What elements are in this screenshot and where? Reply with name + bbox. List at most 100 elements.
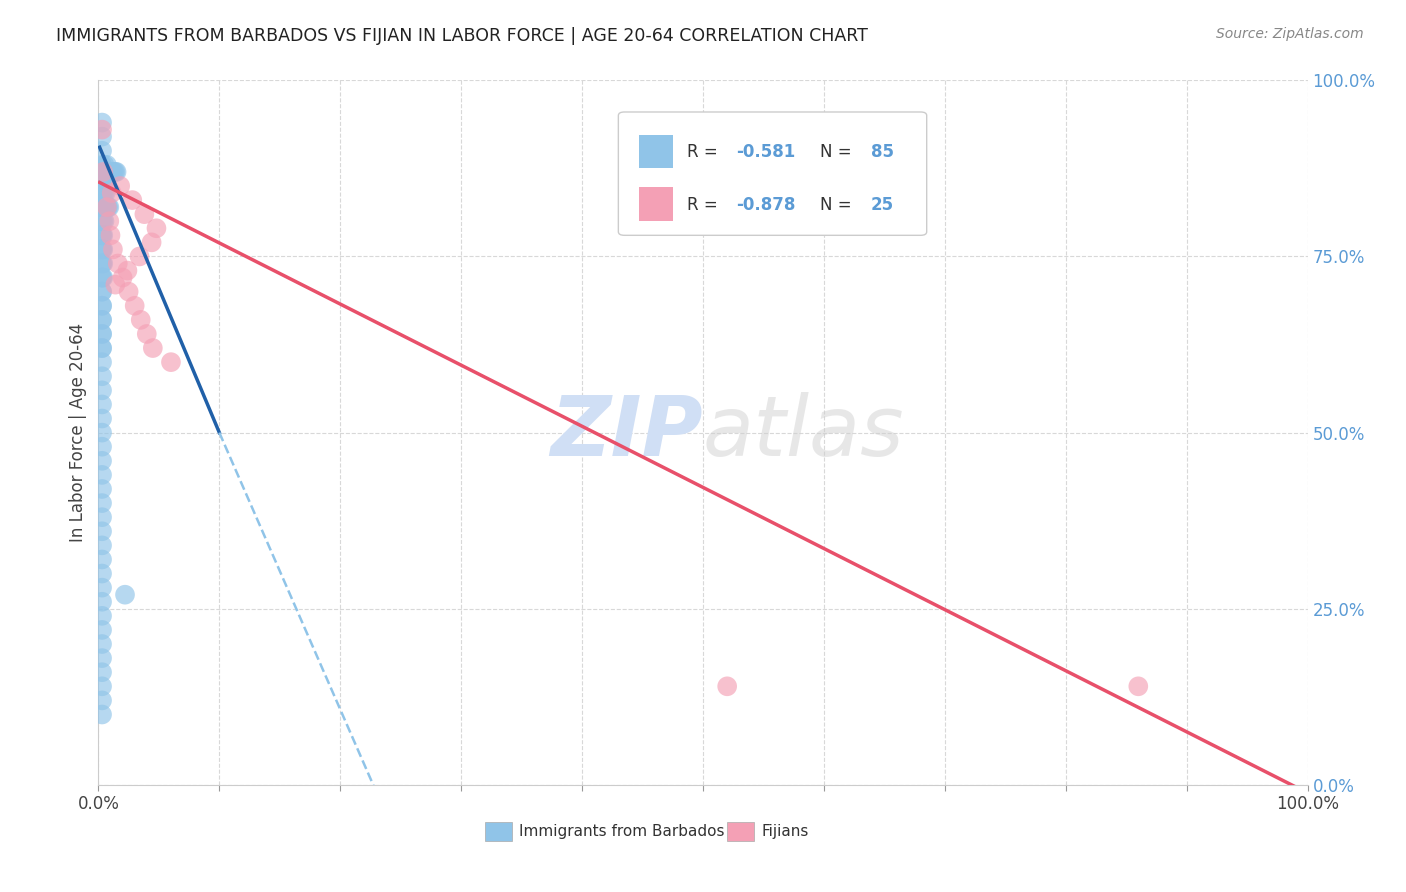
Point (91, 243, 114, 257)
Point (91, 608, 114, 623)
Point (105, 165, 128, 179)
Text: N =: N = (820, 196, 858, 214)
Text: R =: R = (688, 196, 723, 214)
Point (91, 693, 114, 707)
Point (91, 467, 114, 482)
Text: R =: R = (688, 143, 723, 161)
Point (100, 165, 122, 179)
Text: 25: 25 (872, 196, 894, 214)
Point (91, 313, 114, 327)
Point (98, 214, 121, 228)
Point (101, 243, 124, 257)
Text: ZIP: ZIP (550, 392, 703, 473)
Point (91, 411, 114, 425)
Point (97, 200, 120, 214)
Point (98, 200, 121, 214)
Point (91, 228, 114, 243)
Text: -0.878: -0.878 (735, 196, 794, 214)
Point (91, 341, 114, 355)
Point (91, 299, 114, 313)
Point (91, 165, 114, 179)
Text: N =: N = (820, 143, 858, 161)
Text: -0.581: -0.581 (735, 143, 794, 161)
Point (91, 496, 114, 510)
Point (91, 707, 114, 722)
Point (91, 270, 114, 285)
Point (91, 538, 114, 552)
Point (121, 193, 143, 207)
Point (104, 165, 127, 179)
Point (91, 243, 114, 257)
Point (91, 129, 114, 144)
Point (91, 566, 114, 581)
Text: Fijians: Fijians (761, 824, 808, 839)
Point (91, 623, 114, 637)
Point (98, 165, 121, 179)
Y-axis label: In Labor Force | Age 20-64: In Labor Force | Age 20-64 (69, 323, 87, 542)
Point (91, 172, 114, 186)
Point (91, 214, 114, 228)
Point (160, 355, 183, 369)
Point (96, 158, 118, 172)
Point (91, 228, 114, 243)
Point (1128, 679, 1150, 693)
Point (91, 326, 114, 341)
Point (94, 200, 117, 214)
Point (91, 595, 114, 609)
Point (91, 552, 114, 566)
Point (93, 186, 115, 200)
Point (124, 299, 146, 313)
Point (91, 425, 114, 440)
Point (91, 524, 114, 539)
Point (93, 158, 115, 172)
Point (97, 165, 120, 179)
Point (91, 270, 114, 285)
Point (91, 440, 114, 454)
Point (91, 158, 114, 172)
Point (107, 256, 129, 270)
Point (91, 186, 114, 200)
Point (103, 165, 125, 179)
Point (93, 172, 115, 186)
Text: Source: ZipAtlas.com: Source: ZipAtlas.com (1216, 27, 1364, 41)
Point (135, 326, 157, 341)
Point (96, 200, 118, 214)
Point (91, 637, 114, 651)
Point (91, 341, 114, 355)
Point (91, 581, 114, 595)
Point (94, 165, 117, 179)
Point (118, 285, 141, 299)
Point (100, 186, 122, 200)
Point (94, 186, 117, 200)
Point (91, 243, 114, 257)
Point (91, 665, 114, 680)
Point (91, 299, 114, 313)
Point (91, 285, 114, 299)
Point (91, 256, 114, 270)
Point (91, 679, 114, 693)
Point (91, 256, 114, 270)
Text: atlas: atlas (703, 392, 904, 473)
Point (91, 369, 114, 384)
Point (128, 250, 150, 264)
Point (91, 313, 114, 327)
Point (134, 207, 156, 221)
Point (91, 172, 114, 186)
Point (117, 263, 139, 277)
Point (91, 256, 114, 270)
Bar (727, 822, 754, 841)
Point (145, 221, 167, 235)
Point (91, 165, 114, 179)
Point (93, 214, 115, 228)
Point (716, 679, 738, 693)
Point (91, 270, 114, 285)
Point (94, 172, 117, 186)
Point (91, 200, 114, 214)
Point (101, 165, 124, 179)
Point (91, 384, 114, 398)
Point (96, 172, 118, 186)
Point (91, 186, 114, 200)
Point (91, 228, 114, 243)
Point (129, 313, 152, 327)
Point (91, 482, 114, 496)
